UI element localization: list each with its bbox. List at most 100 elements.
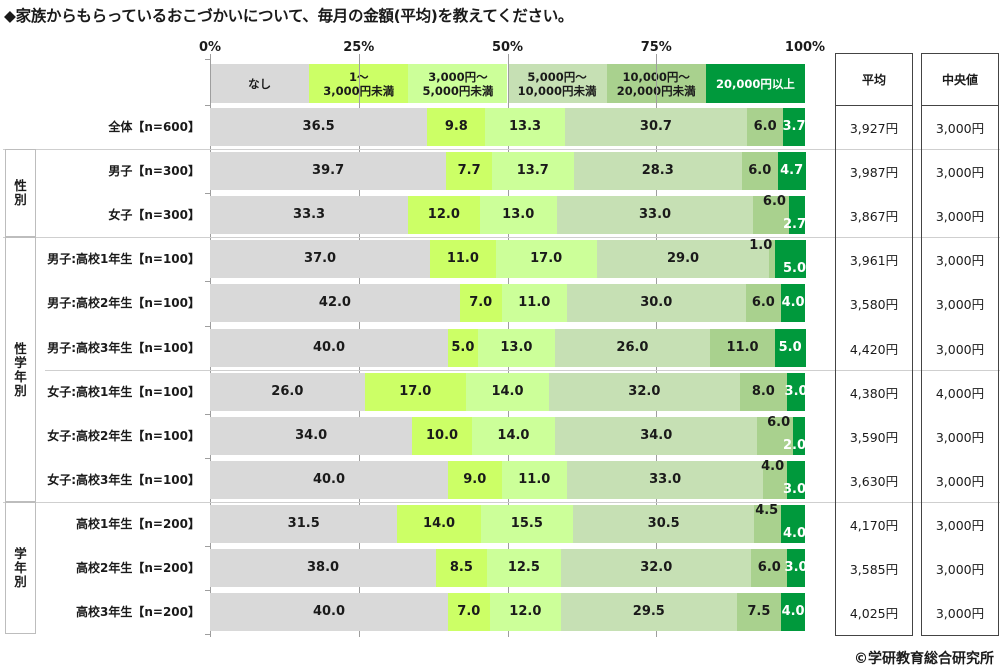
bar-value-label: 11.0	[446, 251, 479, 266]
bar-segment	[210, 549, 437, 587]
bar-segment	[775, 329, 806, 367]
average-cell: 3,630円	[849, 473, 899, 489]
legend-item: 20,000円以上	[705, 64, 805, 103]
bar-segment	[501, 284, 568, 322]
bar-value-label: 31.5	[287, 516, 320, 531]
bar-segment	[787, 373, 806, 411]
x-tick-label: 25%	[343, 40, 375, 55]
bar-segment	[210, 284, 461, 322]
bar-segment	[556, 196, 754, 234]
bar-value-label: 4.0	[781, 604, 805, 619]
bar-value-label: 4.7	[780, 163, 804, 178]
row-label: 高校3年生【n=200】	[76, 605, 200, 619]
group-label-box: 性学年別	[5, 237, 36, 502]
bar-value-label: 29.0	[666, 251, 700, 266]
average-cell: 3,590円	[849, 429, 899, 445]
bar-segment	[573, 152, 743, 190]
bar-segment	[485, 108, 566, 146]
row-label: 女子【n=300】	[108, 208, 200, 222]
average-cell: 4,170円	[849, 517, 899, 533]
average-table	[835, 53, 913, 636]
bar-value-label: 11.0	[518, 472, 551, 487]
bar-value-label: 9.0	[463, 472, 487, 487]
average-cell: 4,420円	[849, 341, 899, 357]
bar-value-label: 13.0	[502, 207, 535, 222]
x-tick-label: 0%	[198, 40, 222, 55]
bar-segment	[436, 549, 488, 587]
group-label-box: 性別	[5, 149, 36, 237]
bar-segment	[465, 373, 550, 411]
bar-value-label: 40.0	[312, 340, 346, 355]
bar-segment	[793, 417, 806, 455]
bar-segment	[572, 505, 755, 543]
bar-segment	[741, 152, 779, 190]
bar-value-label: 9.8	[444, 119, 468, 134]
median-cell: 3,000円	[935, 252, 985, 268]
bar-value-label: 8.5	[449, 560, 473, 575]
bar-segment	[210, 593, 449, 631]
bar-value-label: 26.0	[271, 384, 304, 399]
x-tick-label: 75%	[640, 40, 672, 55]
row-separator	[3, 149, 1000, 150]
bar-value-label: 3.0	[784, 384, 808, 399]
group-label: 性別	[14, 178, 27, 207]
axis-tick-mark	[205, 590, 210, 591]
bar-value-label: 7.7	[457, 163, 481, 178]
bar-segment	[763, 461, 788, 499]
bar-value-label: 28.3	[641, 163, 674, 178]
bar-value-label: 33.0	[649, 472, 682, 487]
bar-segment	[210, 505, 398, 543]
bar-value-label: 3.0	[783, 482, 807, 497]
axis-tick-mark	[205, 281, 210, 282]
median-cell: 3,000円	[935, 473, 985, 489]
bar-value-label: 6.0	[753, 119, 777, 134]
bar-value-label: 3.0	[784, 560, 808, 575]
axis-tick-mark	[205, 546, 210, 547]
bar-value-label: 6.0	[757, 560, 781, 575]
bar-segment	[210, 108, 428, 146]
bar-segment	[769, 240, 776, 278]
average-header: 平均	[835, 53, 913, 106]
bar-segment	[471, 417, 556, 455]
bar-value-label: 13.7	[516, 163, 549, 178]
bar-segment	[210, 196, 409, 234]
bar-segment	[448, 329, 479, 367]
bar-value-label: 11.0	[726, 340, 759, 355]
row-label: 高校2年生【n=200】	[76, 561, 200, 575]
bar-value-label: 13.3	[509, 119, 542, 134]
bar-value-label: 37.0	[304, 251, 337, 266]
bar-value-label: 17.0	[530, 251, 563, 266]
bar-value-label: 3.7	[782, 119, 806, 134]
row-label: 男子【n=300】	[108, 164, 200, 178]
legend-item: 1～ 3,000円未満	[309, 64, 409, 103]
bar-segment	[788, 196, 806, 234]
axis-tick-mark	[205, 59, 210, 60]
average-cell: 3,867円	[849, 208, 899, 224]
bar-segment	[753, 196, 790, 234]
median-cell: 3,000円	[935, 296, 985, 312]
legend-item: 10,000円～ 20,000円未満	[606, 64, 706, 103]
bar-value-label: 12.0	[509, 604, 542, 619]
bar-value-label: 6.0	[751, 295, 775, 310]
median-cell: 4,000円	[935, 385, 985, 401]
bar-segment	[448, 461, 503, 499]
bar-segment	[486, 549, 562, 587]
median-cell: 3,000円	[935, 208, 985, 224]
bar-segment	[781, 284, 806, 322]
bar-segment	[596, 240, 770, 278]
average-cell: 4,025円	[849, 605, 899, 621]
row-separator	[3, 502, 1000, 503]
bar-value-label: 6.0	[767, 415, 791, 430]
bar-segment	[751, 549, 788, 587]
bar-segment	[567, 461, 764, 499]
bar-segment	[210, 417, 413, 455]
bar-segment	[564, 108, 748, 146]
median-cell: 3,000円	[935, 605, 985, 621]
bar-segment	[364, 373, 467, 411]
bar-segment	[775, 240, 806, 278]
average-cell: 3,585円	[849, 561, 899, 577]
bar-value-label: 6.0	[748, 163, 772, 178]
bar-segment	[412, 417, 473, 455]
axis-tick-mark	[205, 414, 210, 415]
median-cell: 3,000円	[935, 561, 985, 577]
